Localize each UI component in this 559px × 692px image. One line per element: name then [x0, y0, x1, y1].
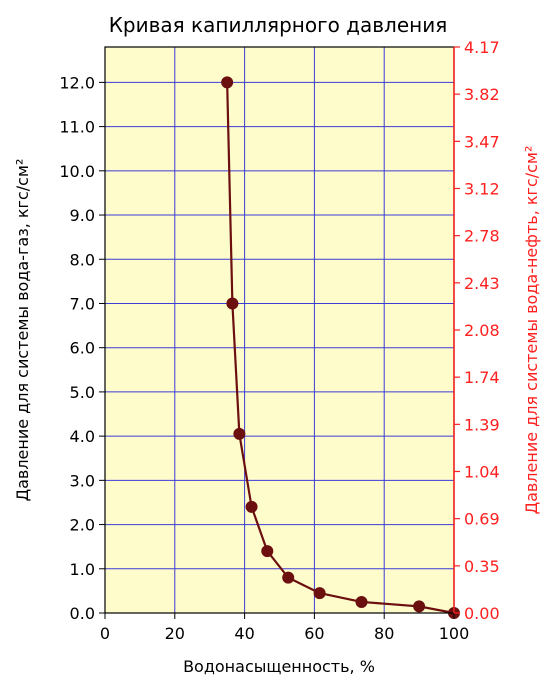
- data-point: [245, 500, 258, 513]
- right-y-tick-label: 3.47: [464, 132, 500, 151]
- series-line: [226, 82, 455, 615]
- x-tick-label: 20: [165, 624, 185, 643]
- data-point: [313, 587, 326, 600]
- x-tick-label: 80: [374, 624, 394, 643]
- right-y-tick-label: 1.74: [464, 368, 500, 387]
- y-axis-ticks: 0.0 1.0 2.0 3.0 4.0 5.0 6.0 7.0 8.0 9.0 10.0 11.0 12…: [59, 73, 105, 623]
- right-y-tick-label: 3.12: [464, 180, 500, 199]
- data-point: [221, 76, 234, 89]
- y-tick-label: 0.0: [70, 604, 95, 623]
- y-tick-label: 2.0: [70, 516, 95, 535]
- right-y-tick-label: 0.69: [464, 510, 500, 529]
- right-y-tick-label: 2.78: [464, 227, 500, 246]
- right-y-tick-label: 1.39: [464, 415, 500, 434]
- y-tick-label: 1.0: [70, 560, 95, 579]
- right-y-axis-ticks: 0.00 0.35 0.69 1.04 1.39 1.74 2.08 2.43 2.78 3.12…: [454, 38, 500, 623]
- right-y-tick-label: 4.17: [464, 38, 500, 57]
- chart-title: Кривая капиллярного давления: [109, 13, 448, 37]
- y-tick-label: 5.0: [70, 383, 95, 402]
- right-y-tick-label: 3.82: [464, 85, 500, 104]
- data-point: [413, 600, 426, 613]
- x-tick-label: 100: [439, 624, 470, 643]
- data-point: [226, 297, 239, 310]
- data-point: [233, 427, 246, 440]
- right-y-axis-label: Давление для системы вода-нефть, кгс/см²: [522, 146, 541, 515]
- y-tick-label: 7.0: [70, 294, 95, 313]
- data-point: [261, 545, 274, 558]
- y-tick-label: 8.0: [70, 250, 95, 269]
- x-axis-label: Водонасыщенность, %: [183, 657, 375, 676]
- right-y-tick-label: 0.00: [464, 604, 500, 623]
- y-tick-label: 12.0: [59, 73, 95, 92]
- right-y-tick-label: 1.04: [464, 463, 500, 482]
- y-tick-label: 4.0: [70, 427, 95, 446]
- y-axis-label: Давление для системы вода-газ, кгс/см²: [13, 159, 32, 502]
- plot-area: [105, 47, 454, 613]
- data-point: [282, 571, 295, 584]
- data-series: [221, 76, 460, 619]
- x-tick-label: 40: [234, 624, 254, 643]
- x-tick-label: 0: [100, 624, 110, 643]
- x-tick-label: 60: [304, 624, 324, 643]
- y-tick-label: 10.0: [59, 162, 95, 181]
- y-tick-label: 6.0: [70, 339, 95, 358]
- right-y-tick-label: 2.08: [464, 321, 500, 340]
- x-axis-ticks: 0 20 40 60 80 100: [100, 613, 469, 643]
- y-tick-label: 11.0: [59, 118, 95, 137]
- data-point: [355, 595, 368, 608]
- right-y-tick-label: 2.43: [464, 274, 500, 293]
- y-tick-label: 3.0: [70, 471, 95, 490]
- right-y-tick-label: 0.35: [464, 557, 500, 576]
- y-tick-label: 9.0: [70, 206, 95, 225]
